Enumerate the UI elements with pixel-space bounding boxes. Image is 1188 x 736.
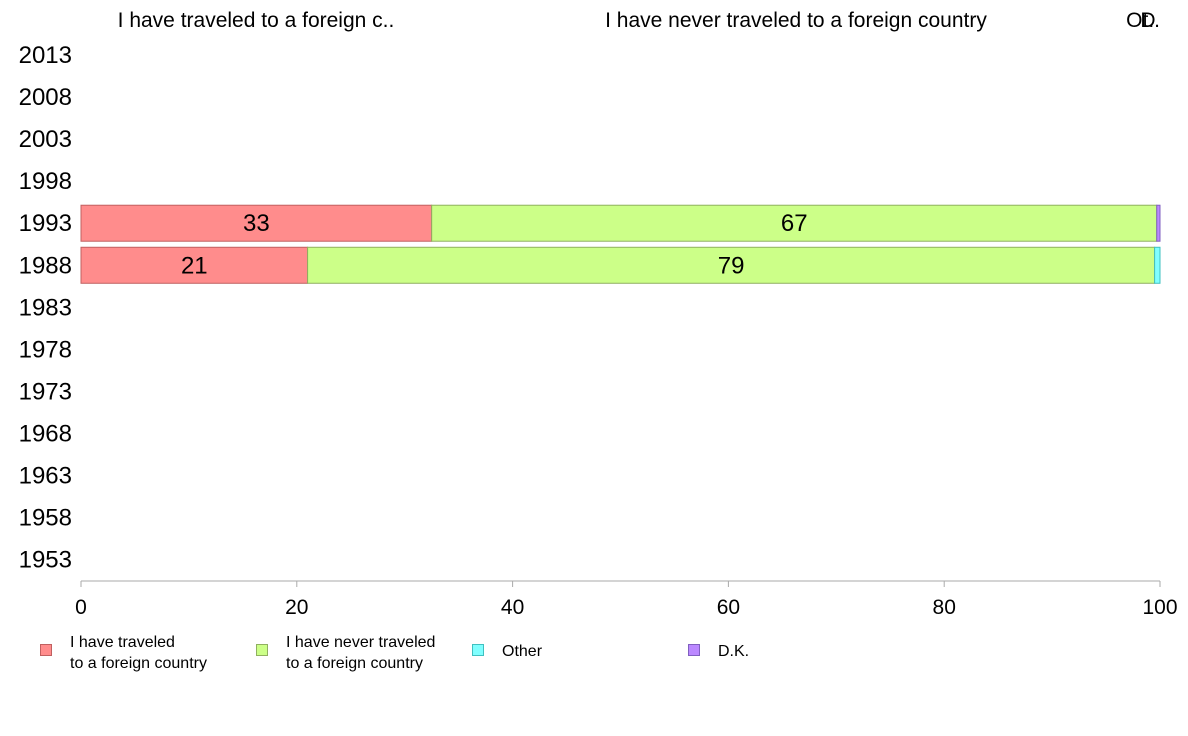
x-tick-label-100: 100 — [1142, 596, 1177, 619]
data-label-1993-1: 67 — [781, 210, 808, 237]
data-label-1988-0: 21 — [181, 252, 208, 279]
y-tick-label-1963: 1963 — [19, 463, 72, 490]
legend-label-traveled: I have traveled to a foreign country — [70, 634, 207, 672]
legend-item-other: Other — [472, 632, 542, 662]
top-label-1: I have never traveled to a foreign count… — [605, 9, 987, 32]
y-tick-label-2013: 2013 — [19, 42, 72, 69]
x-tick-label-0: 0 — [75, 596, 87, 619]
legend-label-dk: D.K. — [718, 643, 750, 660]
x-tick-label-20: 20 — [285, 596, 308, 619]
legend-item-traveled: I have traveled to a foreign country — [40, 632, 207, 674]
y-tick-label-2003: 2003 — [19, 126, 72, 153]
legend-swatch-other — [472, 644, 484, 656]
legend-item-dk: D.K. — [688, 632, 749, 662]
legend-swatch-dk — [688, 644, 700, 656]
bar-1993-series-3 — [1156, 204, 1161, 242]
legend: I have traveled to a foreign country I h… — [40, 632, 1160, 682]
legend-item-never-traveled: I have never traveled to a foreign count… — [256, 632, 435, 674]
top-label-3: Ot.. — [1126, 9, 1160, 32]
bar-1993-series-1 — [431, 204, 1158, 242]
data-label-1988-1: 79 — [718, 252, 745, 279]
legend-swatch-never-traveled — [256, 644, 268, 656]
top-label-0: I have traveled to a foreign c.. — [118, 9, 395, 32]
legend-swatch-traveled — [40, 644, 52, 656]
y-tick-label-2008: 2008 — [19, 84, 72, 111]
top-label-2: D — [1140, 9, 1155, 32]
legend-label-never-traveled: I have never traveled to a foreign count… — [286, 634, 436, 672]
y-tick-label-1973: 1973 — [19, 378, 72, 405]
y-tick-label-1988: 1988 — [19, 252, 72, 279]
x-tick-label-80: 80 — [933, 596, 956, 619]
y-tick-label-1978: 1978 — [19, 336, 72, 363]
y-tick-label-1998: 1998 — [19, 168, 72, 195]
y-tick-label-1983: 1983 — [19, 294, 72, 321]
y-tick-label-1968: 1968 — [19, 420, 72, 447]
data-label-1993-0: 33 — [243, 210, 270, 237]
y-tick-label-1993: 1993 — [19, 210, 72, 237]
y-tick-label-1953: 1953 — [19, 547, 72, 574]
x-tick-label-60: 60 — [717, 596, 740, 619]
stacked-bar-chart: I have traveled to a foreign c.. I have n… — [19, 9, 1178, 619]
x-tick-label-40: 40 — [501, 596, 524, 619]
legend-label-other: Other — [502, 643, 543, 660]
bar-1988-series-2 — [1154, 246, 1161, 284]
y-tick-label-1958: 1958 — [19, 505, 72, 532]
